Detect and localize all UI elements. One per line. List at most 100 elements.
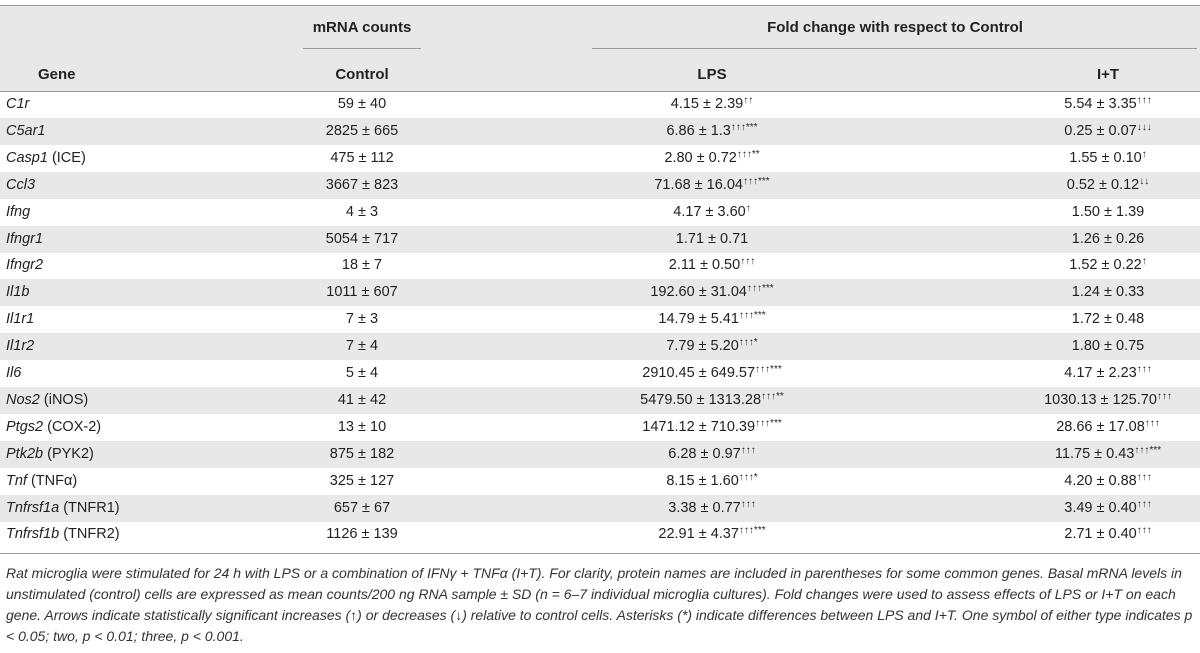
it-significance: ↑↑↑ <box>1156 391 1172 402</box>
lps-value: 71.68 ± 16.04 <box>654 177 743 193</box>
it-value: 1.55 ± 0.10 <box>1069 150 1142 166</box>
lps-cell: 6.86 ± 1.3↑↑↑*** <box>666 122 757 142</box>
lps-cell: 7.79 ± 5.20↑↑↑* <box>666 337 757 357</box>
lps-cell: 1471.12 ± 710.39↑↑↑*** <box>642 418 781 438</box>
lps-value: 3.38 ± 0.77 <box>668 500 741 516</box>
control-value: 657 ± 67 <box>333 500 391 516</box>
it-significance: ↑↑↑ <box>1136 364 1152 375</box>
gene-cell: Tnfrsf1b (TNFR2) <box>6 525 120 543</box>
gene-symbol: Il1r2 <box>6 338 35 354</box>
gene-cell: Ifngr1 <box>6 230 43 248</box>
group-rule-fold-change <box>592 48 1197 49</box>
lps-significance: ↑↑↑** <box>736 149 760 160</box>
column-header-it: I+T <box>1096 66 1120 83</box>
it-cell: 1030.13 ± 125.70↑↑↑ <box>1044 391 1172 411</box>
gene-symbol: Ptgs2 <box>6 419 44 435</box>
lps-significance: ↑↑↑** <box>761 391 784 402</box>
it-cell: 2.71 ± 0.40↑↑↑ <box>1064 525 1151 545</box>
protein-name: (COX-2) <box>43 419 102 435</box>
lps-cell: 3.38 ± 0.77↑↑↑ <box>668 499 755 519</box>
it-cell: 0.25 ± 0.07↓↓↓ <box>1064 122 1151 142</box>
lps-cell: 192.60 ± 31.04↑↑↑*** <box>650 283 773 303</box>
protein-name: (iNOS) <box>39 392 89 408</box>
it-cell: 0.52 ± 0.12↓↓ <box>1067 176 1149 196</box>
control-value: 475 ± 112 <box>330 150 394 166</box>
protein-name: (TNFα) <box>26 473 78 489</box>
gene-symbol: Ifng <box>6 204 31 220</box>
protein-name: (TNFR1) <box>59 500 120 516</box>
gene-cell: Il1r2 <box>6 337 34 355</box>
gene-symbol: Il1r1 <box>6 311 35 327</box>
it-cell: 4.17 ± 2.23↑↑↑ <box>1064 364 1151 384</box>
control-value: 4 ± 3 <box>345 204 379 220</box>
it-significance: ↓↓ <box>1139 176 1150 187</box>
header-top-rule <box>0 5 1200 6</box>
it-cell: 1.72 ± 0.48 <box>1072 310 1144 330</box>
gene-symbol: Ifngr1 <box>6 231 44 247</box>
lps-value: 6.28 ± 0.97 <box>668 446 741 462</box>
it-significance: ↑↑↑ <box>1136 499 1152 510</box>
it-value: 28.66 ± 17.08 <box>1056 419 1145 435</box>
gene-cell: Ifng <box>6 203 30 221</box>
lps-value: 5479.50 ± 1313.28 <box>640 392 762 408</box>
gene-cell: Casp1 (ICE) <box>6 149 86 167</box>
control-value: 1126 ± 139 <box>326 526 398 542</box>
gene-cell: Il1r1 <box>6 310 34 328</box>
control-cell: 1011 ± 607 <box>326 283 397 301</box>
control-value: 59 ± 40 <box>337 96 387 112</box>
column-header-control: Control <box>335 66 389 83</box>
control-cell: 7 ± 3 <box>346 310 378 328</box>
control-cell: 875 ± 182 <box>330 445 394 463</box>
lps-cell: 6.28 ± 0.97↑↑↑ <box>668 445 755 465</box>
it-value: 2.71 ± 0.40 <box>1064 526 1137 542</box>
lps-cell: 14.79 ± 5.41↑↑↑*** <box>658 310 765 330</box>
group-header-fold-change: Fold change with respect to Control <box>767 19 1023 36</box>
it-value: 1.52 ± 0.22 <box>1069 257 1142 273</box>
control-value: 325 ± 127 <box>329 473 395 489</box>
row-band <box>0 387 1200 414</box>
it-cell: 28.66 ± 17.08↑↑↑ <box>1056 418 1160 438</box>
it-value: 0.52 ± 0.12 <box>1066 177 1140 193</box>
lps-significance: ↑↑↑*** <box>738 310 766 321</box>
lps-value: 22.91 ± 4.37 <box>658 526 739 542</box>
control-value: 5054 ± 717 <box>325 231 399 247</box>
it-value: 5.54 ± 3.35 <box>1064 96 1137 112</box>
lps-value: 14.79 ± 5.41 <box>658 311 739 327</box>
table-caption: Rat microglia were stimulated for 24 h w… <box>6 565 1193 644</box>
lps-value: 2910.45 ± 649.57 <box>642 365 756 381</box>
protein-name: (PYK2) <box>43 446 94 462</box>
gene-cell: Ifngr2 <box>6 256 43 274</box>
gene-symbol: Tnfrsf1b <box>6 526 60 542</box>
lps-value: 4.15 ± 2.39 <box>670 96 744 112</box>
gene-cell: C5ar1 <box>6 122 46 140</box>
gene-symbol: C1r <box>6 96 30 112</box>
gene-cell: Nos2 (iNOS) <box>6 391 88 409</box>
lps-significance: ↑↑↑ <box>740 256 756 267</box>
lps-value: 192.60 ± 31.04 <box>650 284 747 300</box>
gene-symbol: Nos2 <box>6 392 40 408</box>
gene-symbol: Il1b <box>6 284 30 300</box>
it-significance: ↑↑↑ <box>1136 95 1152 106</box>
gene-symbol: C5ar1 <box>6 123 46 139</box>
lps-significance: ↑↑↑ <box>740 445 756 456</box>
control-cell: 13 ± 10 <box>338 418 386 436</box>
it-value: 1.24 ± 0.33 <box>1071 284 1145 300</box>
lps-cell: 71.68 ± 16.04↑↑↑*** <box>654 176 769 196</box>
lps-value: 2.80 ± 0.72 <box>664 150 737 166</box>
header-bottom-rule <box>0 91 1200 92</box>
gene-symbol: Ifngr2 <box>6 257 44 273</box>
lps-cell: 2.11 ± 0.50↑↑↑ <box>669 256 755 276</box>
it-cell: 1.24 ± 0.33 <box>1072 283 1144 303</box>
control-value: 7 ± 3 <box>345 311 379 327</box>
table-bottom-rule <box>0 553 1200 554</box>
it-significance: ↑↑↑ <box>1136 472 1152 483</box>
gene-symbol: Casp1 <box>6 150 48 166</box>
it-value: 4.17 ± 2.23 <box>1064 365 1137 381</box>
gene-cell: Ptk2b (PYK2) <box>6 445 94 463</box>
lps-value: 8.15 ± 1.60 <box>666 473 739 489</box>
control-value: 13 ± 10 <box>337 419 387 435</box>
it-value: 0.25 ± 0.07 <box>1064 123 1137 139</box>
it-significance: ↑ <box>1141 256 1147 267</box>
control-cell: 2825 ± 665 <box>326 122 398 140</box>
control-value: 875 ± 182 <box>329 446 395 462</box>
